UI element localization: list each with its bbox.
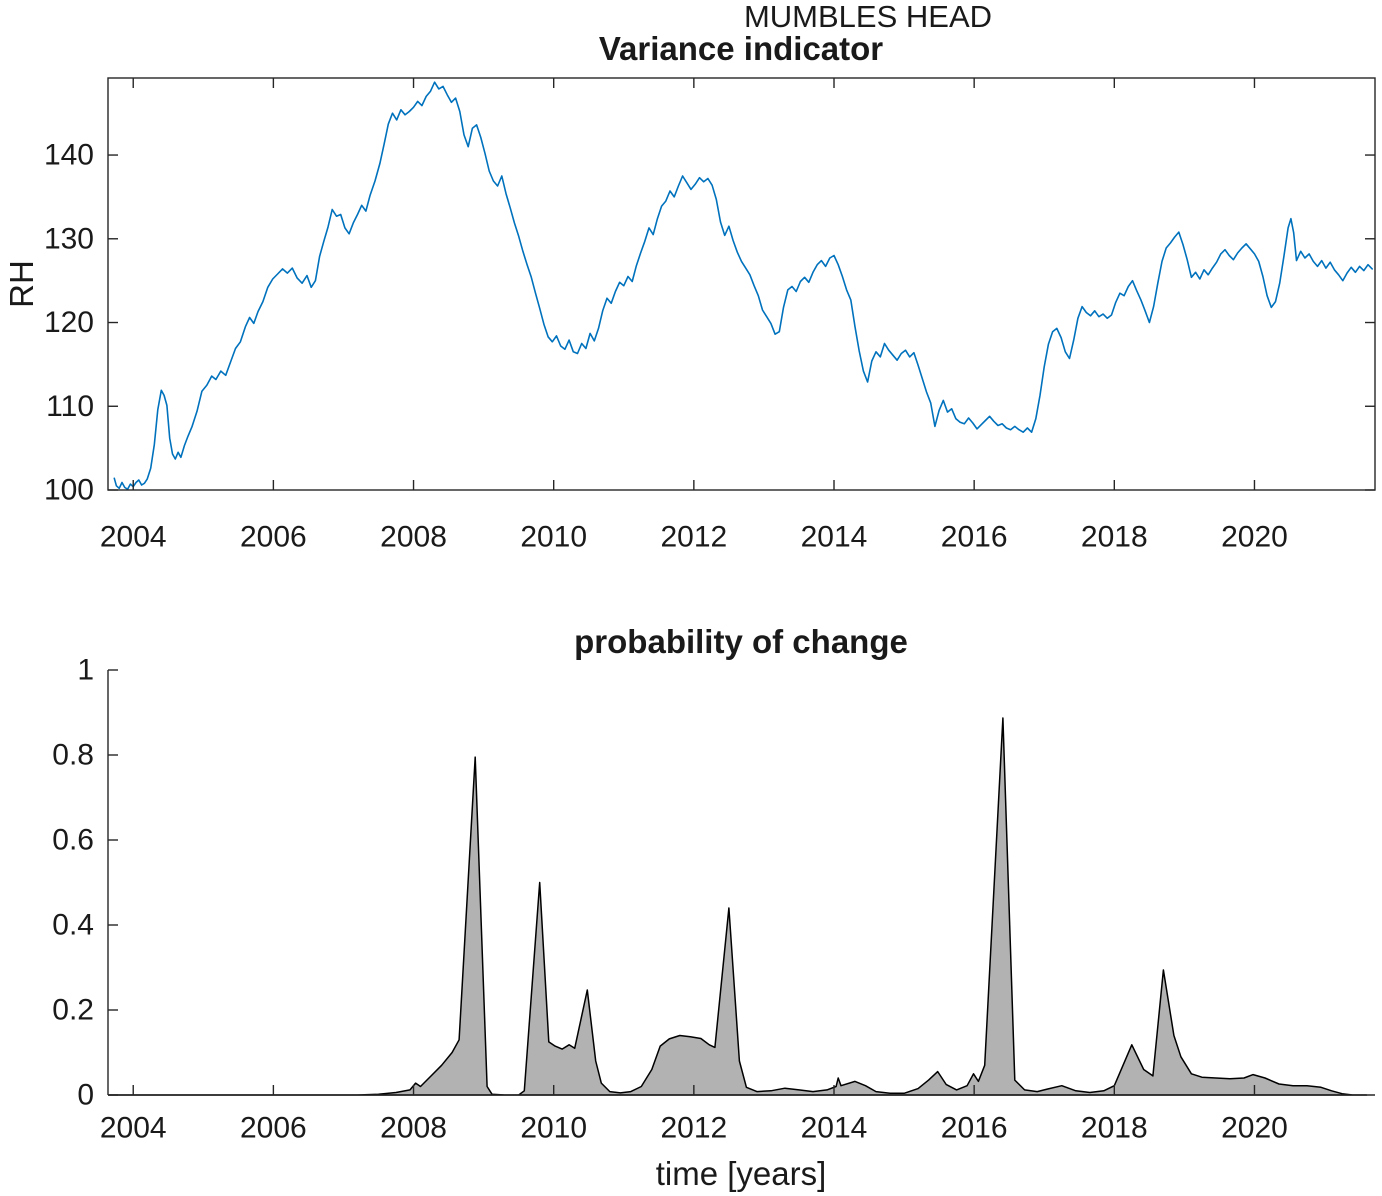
- x-tick-label: 2020: [1221, 521, 1288, 554]
- y-tick-label: 0: [77, 1079, 94, 1112]
- x-tick-label: 2008: [380, 521, 447, 554]
- top-plot-ylabel: RH: [3, 260, 40, 308]
- y-tick-label: 0.8: [52, 739, 94, 772]
- x-tick-label: 2008: [380, 1112, 447, 1145]
- x-tick-label: 2018: [1081, 521, 1148, 554]
- probability-of-change-area: [107, 717, 1368, 1096]
- x-tick-label: 2016: [941, 1112, 1008, 1145]
- bottom-plot-xlabel: time [years]: [655, 1155, 827, 1192]
- x-tick-label: 2006: [240, 521, 307, 554]
- y-tick-label: 100: [44, 474, 94, 507]
- x-tick-label: 2012: [660, 1112, 727, 1145]
- top-plot-title: Variance indicator: [598, 30, 884, 67]
- y-tick-label: 0.6: [52, 824, 94, 857]
- y-tick-label: 140: [44, 139, 94, 172]
- y-tick-label: 0.4: [52, 909, 94, 942]
- x-tick-label: 2018: [1081, 1112, 1148, 1145]
- variance-indicator-line: [113, 81, 1373, 490]
- x-tick-label: 2012: [660, 521, 727, 554]
- x-tick-label: 2016: [941, 521, 1008, 554]
- x-tick-label: 2014: [801, 1112, 868, 1145]
- y-tick-label: 120: [44, 306, 94, 339]
- y-tick-label: 130: [44, 222, 94, 255]
- figure-suptitle: MUMBLES HEAD: [743, 0, 993, 34]
- y-tick-label: 1: [77, 654, 94, 687]
- x-tick-label: 2006: [240, 1112, 307, 1145]
- y-tick-label: 0.2: [52, 994, 94, 1027]
- axes-box: [107, 77, 1376, 491]
- y-tick-label: 110: [46, 390, 94, 423]
- x-tick-label: 2010: [520, 521, 587, 554]
- x-tick-label: 2010: [520, 1112, 587, 1145]
- x-tick-label: 2020: [1221, 1112, 1288, 1145]
- x-tick-label: 2004: [100, 1112, 167, 1145]
- x-tick-label: 2014: [801, 521, 868, 554]
- bottom-plot-title: probability of change: [574, 623, 908, 660]
- x-tick-label: 2004: [100, 521, 167, 554]
